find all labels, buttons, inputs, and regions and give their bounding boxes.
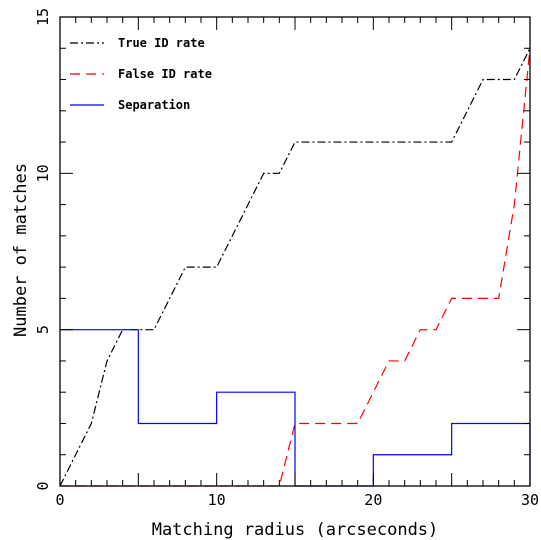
x-tick-label: 30	[521, 491, 539, 509]
axes: 0 10 20 30 0 5 10 15	[34, 8, 539, 509]
x-tick-label: 20	[364, 491, 382, 509]
y-tick-label: 15	[34, 8, 52, 26]
x-tick-label: 10	[208, 491, 226, 509]
x-axis-title: Matching radius (arcseconds)	[152, 520, 439, 540]
y-tick-label: 5	[34, 325, 52, 334]
series-line-2	[60, 48, 531, 487]
legend-label-3: Separation	[118, 98, 190, 112]
series-line-1	[59, 47, 531, 487]
y-axis-title: Number of matches	[11, 163, 31, 337]
series-line-3	[60, 329, 531, 487]
y-tick-label: 0	[34, 481, 52, 490]
y-tick-label: 10	[34, 164, 52, 182]
plot-area	[59, 47, 531, 487]
legend-label-2: False ID rate	[118, 67, 212, 81]
x-tick-label: 0	[55, 491, 64, 509]
legend-label-1: True ID rate	[118, 36, 205, 50]
legend: True ID rate False ID rate Separation	[70, 36, 212, 112]
